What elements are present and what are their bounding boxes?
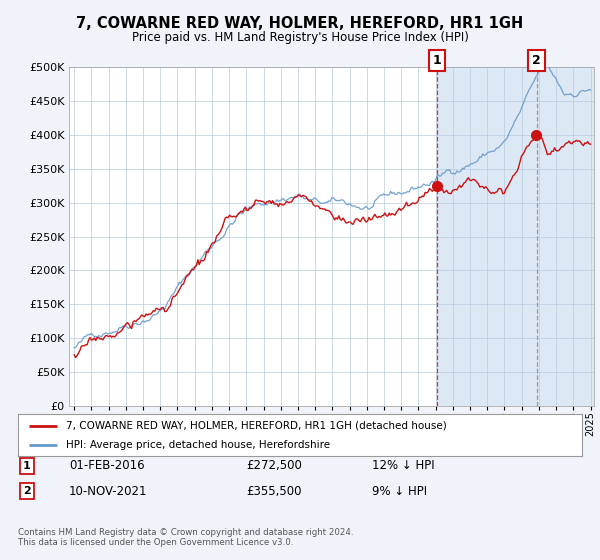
Text: £355,500: £355,500 — [246, 484, 302, 498]
Text: 7, COWARNE RED WAY, HOLMER, HEREFORD, HR1 1GH: 7, COWARNE RED WAY, HOLMER, HEREFORD, HR… — [76, 16, 524, 31]
Text: Price paid vs. HM Land Registry's House Price Index (HPI): Price paid vs. HM Land Registry's House … — [131, 31, 469, 44]
Text: 12% ↓ HPI: 12% ↓ HPI — [372, 459, 434, 473]
Text: Contains HM Land Registry data © Crown copyright and database right 2024.
This d: Contains HM Land Registry data © Crown c… — [18, 528, 353, 547]
Text: 7, COWARNE RED WAY, HOLMER, HEREFORD, HR1 1GH (detached house): 7, COWARNE RED WAY, HOLMER, HEREFORD, HR… — [66, 421, 446, 431]
Text: 2: 2 — [532, 54, 541, 67]
Text: HPI: Average price, detached house, Herefordshire: HPI: Average price, detached house, Here… — [66, 440, 330, 450]
Text: 10-NOV-2021: 10-NOV-2021 — [69, 484, 148, 498]
Text: 1: 1 — [433, 54, 442, 67]
Text: 2: 2 — [23, 486, 31, 496]
Bar — [437, 67, 594, 406]
Text: 01-FEB-2016: 01-FEB-2016 — [69, 459, 145, 473]
Text: £272,500: £272,500 — [246, 459, 302, 473]
Text: 9% ↓ HPI: 9% ↓ HPI — [372, 484, 427, 498]
Text: 1: 1 — [23, 461, 31, 471]
